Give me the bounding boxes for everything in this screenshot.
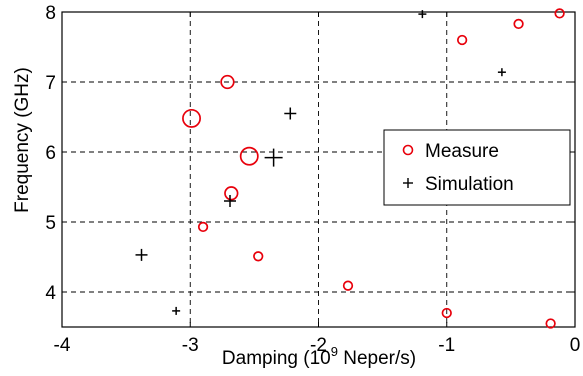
x-axis-title: Damping (109 Neper/s) [222,344,416,369]
x-tick-label: -2 [310,335,327,356]
measure-point [220,74,235,90]
data-markers [135,8,565,329]
measure-point [456,34,468,46]
y-tick-label: 5 [45,213,56,234]
legend: Measure Simulation [383,129,571,206]
measure-point [554,8,565,19]
legend-simulation-label: Simulation [425,174,514,195]
simulation-point [284,107,297,120]
y-tick-label: 6 [45,143,56,164]
simulation-point [172,306,181,315]
simulation-point [418,10,427,19]
measure-point [197,221,209,233]
legend-simulation-marker [403,178,413,188]
x-tick-label: -4 [54,335,71,356]
x-tick-label: 0 [570,335,581,356]
x-tick-label: -3 [182,335,199,356]
legend-measure-marker [402,144,414,156]
x-tick-label: -1 [438,335,455,356]
simulation-point [135,248,148,261]
y-tick-label: 4 [45,283,56,304]
y-tick-label: 8 [45,3,56,24]
axis-ticks: -4 -3 -2 -1 0 4 5 6 7 8 [45,3,580,356]
measure-point [513,18,524,30]
measure-point [441,307,452,319]
legend-measure-label: Measure [425,141,499,162]
simulation-point [264,148,283,167]
legend-box [383,129,571,206]
simulation-point [497,68,506,77]
measure-point [342,280,354,291]
measure-point [545,318,556,329]
simulation-point [224,195,237,207]
measure-point [239,146,259,166]
measure-point [182,108,201,128]
measure-point [253,251,264,262]
measure-point [224,186,239,201]
y-axis-title: Frequency (GHz) [12,67,33,213]
y-tick-label: 7 [45,73,56,94]
